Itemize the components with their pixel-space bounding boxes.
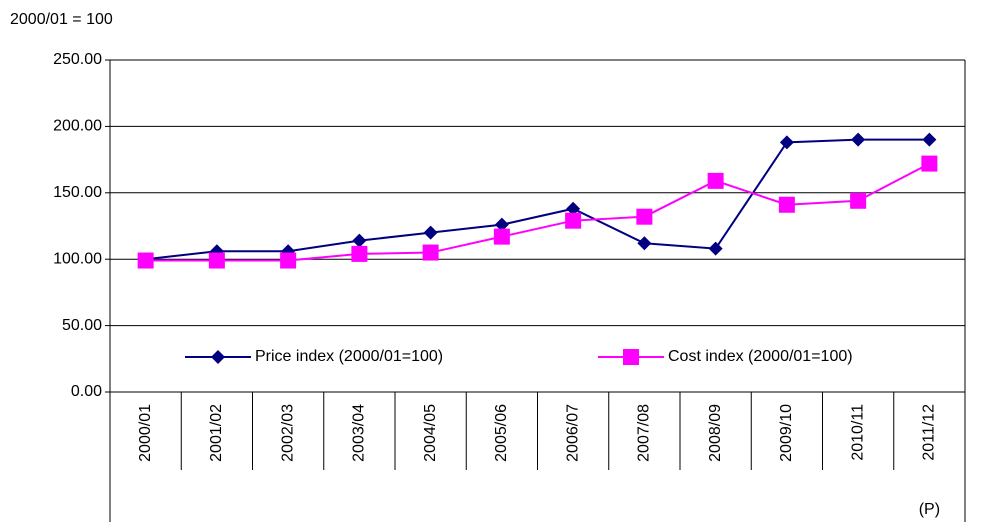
diamond-marker [637,236,652,251]
legend-label: Price index (2000/01=100) [255,348,443,365]
square-marker [351,245,368,262]
x-tick-label: 2008/09 [707,404,724,462]
square-marker [921,155,938,172]
square-marker [778,196,795,213]
legend-label: Cost index (2000/01=100) [668,348,853,365]
x-tick-label: 2001/02 [208,404,225,462]
square-marker [707,172,724,189]
diamond-marker [851,132,866,147]
x-tick-label: 2003/04 [351,404,368,462]
square-marker [422,244,439,261]
series-line [145,162,930,262]
diamond-marker [423,225,438,240]
x-tick-label: 2005/06 [493,404,510,462]
diamond-marker [566,201,581,216]
square-marker [636,208,653,225]
square-marker [850,192,867,209]
square-marker [493,228,510,245]
y-tick-label: 0.00 [71,383,102,400]
x-tick-label: 2006/07 [564,404,581,462]
x-tick-label: 2002/03 [279,404,296,462]
diamond-marker [708,241,723,256]
square-marker [280,252,297,269]
diamond-marker [352,233,367,248]
y-axis-label: 2000/01 = 100 [10,11,113,28]
series-line [145,138,930,261]
y-tick-label: 100.00 [53,250,102,267]
x-tick-label: 2011/12 [921,404,938,461]
square-marker [623,349,639,365]
diamond-marker [779,135,794,150]
x-tick-label: 2000/01 [137,404,154,462]
diamond-marker [211,350,225,364]
square-marker [137,252,154,269]
category-note: (P) [919,501,940,518]
x-tick-label: 2004/05 [422,404,439,462]
y-tick-label: 50.00 [62,317,102,334]
x-tick-label: 2007/08 [636,404,653,462]
diamond-marker [922,132,937,147]
y-tick-label: 150.00 [53,184,102,201]
diamond-marker [494,217,509,232]
square-marker [565,212,582,229]
square-marker [208,252,225,269]
x-tick-label: 2010/11 [849,404,866,461]
y-tick-label: 250.00 [53,51,102,68]
x-tick-label: 2009/10 [778,404,795,462]
y-tick-label: 200.00 [53,118,102,135]
